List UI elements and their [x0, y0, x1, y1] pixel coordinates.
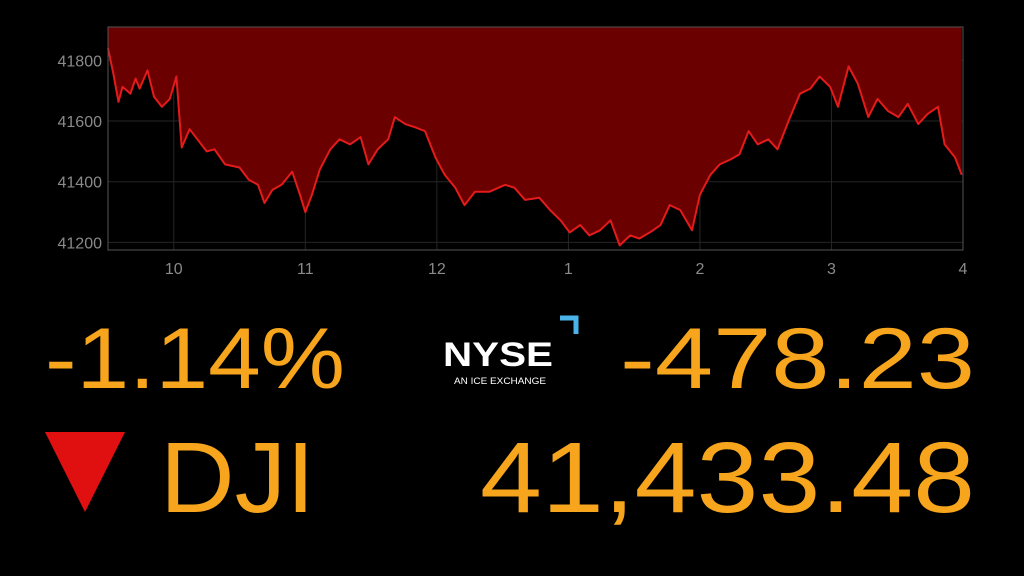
area-fill	[108, 27, 962, 246]
point-change: -478.23	[620, 311, 975, 407]
logo-corner	[560, 315, 579, 334]
x-tick-label: 2	[695, 261, 704, 278]
symbol: DJI	[160, 422, 315, 534]
price: 41,433.48	[480, 422, 975, 534]
logo-tagline: AN ICE EXCHANGE	[454, 376, 546, 386]
logo-name: NYSE	[443, 336, 553, 374]
y-tick-label: 41800	[58, 53, 103, 70]
x-tick-label: 1	[564, 261, 573, 278]
x-tick-label: 4	[959, 261, 968, 278]
x-tick-label: 3	[827, 261, 836, 278]
percent-change: -1.14%	[45, 311, 345, 407]
x-tick-label: 12	[428, 261, 446, 278]
y-tick-label: 41600	[58, 114, 103, 131]
plot-frame	[107, 26, 964, 251]
y-tick-label: 41200	[58, 235, 103, 252]
x-tick-label: 11	[297, 261, 314, 278]
y-tick-label: 41400	[58, 175, 103, 192]
x-tick-label: 10	[165, 261, 183, 278]
down-arrow	[45, 432, 125, 512]
price-line	[107, 47, 963, 247]
